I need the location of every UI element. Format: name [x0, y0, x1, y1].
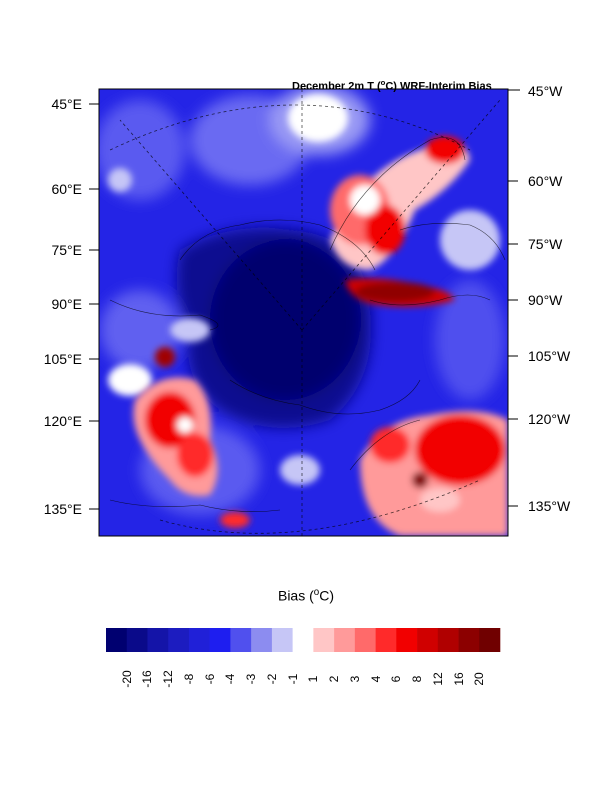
- colorbar-swatch: [396, 628, 418, 652]
- colorbar-tick-label: -4: [223, 673, 238, 685]
- colorbar-tick-label: -1: [285, 673, 300, 685]
- colorbar-swatch: [147, 628, 169, 652]
- lat-label-135e: 135°E: [43, 501, 82, 517]
- colorbar-swatch: [458, 628, 480, 652]
- coastlines: [109, 137, 506, 512]
- lat-label-60e: 60°E: [51, 181, 82, 197]
- colorbar-tick-label: -2: [264, 673, 279, 685]
- colorbar-swatch: [313, 628, 335, 652]
- lon-label-120w: 120°W: [528, 411, 571, 427]
- colorbar-title: Bias (oC): [277, 587, 335, 604]
- colorbar-tick-label: -16: [140, 670, 155, 688]
- map-frame: [98, 88, 509, 537]
- map-field: [99, 89, 508, 536]
- colorbar-swatch: [354, 628, 376, 652]
- colorbar-swatch: [251, 628, 273, 652]
- colorbar-swatch: [230, 628, 252, 652]
- colorbar-swatch: [168, 628, 190, 652]
- lat-label-120e: 120°E: [43, 413, 82, 429]
- colorbar-swatch: [479, 628, 501, 652]
- colorbar-swatch: [126, 628, 148, 652]
- lat-label-75e: 75°E: [51, 242, 82, 258]
- colorbar-tick-label: 1: [306, 675, 321, 683]
- colorbar: [106, 628, 501, 652]
- colorbar-tick-label: 2: [327, 675, 342, 683]
- lat-label-90e: 90°E: [51, 296, 82, 312]
- colorbar-tick-label: -12: [161, 670, 176, 688]
- colorbar-swatch: [106, 628, 128, 652]
- axis-ticks: [89, 89, 520, 510]
- colorbar-swatch: [334, 628, 356, 652]
- lat-label-45e: 45°E: [51, 96, 82, 112]
- colorbar-tick-label: 16: [451, 672, 466, 686]
- colorbar-swatch: [375, 628, 397, 652]
- colorbar-swatch: [209, 628, 231, 652]
- colorbar-tick-label: 4: [368, 675, 383, 683]
- colorbar-swatch: [271, 628, 293, 652]
- colorbar-tick-label: -8: [181, 673, 196, 685]
- lon-label-75w: 75°W: [528, 236, 563, 252]
- colorbar-tick-label: -20: [119, 670, 134, 688]
- colorbar-swatch: [437, 628, 459, 652]
- lon-label-60w: 60°W: [528, 173, 563, 189]
- lon-label-105w: 105°W: [528, 348, 571, 364]
- lon-label-135w: 135°W: [528, 498, 571, 514]
- colorbar-tick-label: -3: [244, 673, 259, 685]
- colorbar-swatch: [417, 628, 439, 652]
- colorbar-tick-label: 20: [472, 672, 487, 686]
- lon-label-45w: 45°W: [528, 83, 563, 99]
- colorbar-tick-label: 3: [347, 675, 362, 683]
- colorbar-tick-label: 6: [389, 675, 404, 683]
- lon-label-90w: 90°W: [528, 292, 563, 308]
- colorbar-swatch: [188, 628, 210, 652]
- colorbar-swatch: [292, 628, 314, 652]
- graticule: [109, 89, 501, 536]
- colorbar-tick-label: 8: [410, 675, 425, 683]
- map-title: December 2m T (oC) WRF-Interim Bias: [292, 78, 492, 93]
- lat-label-105e: 105°E: [43, 351, 82, 367]
- colorbar-tick-label: 12: [430, 672, 445, 686]
- colorbar-tick-label: -6: [202, 673, 217, 685]
